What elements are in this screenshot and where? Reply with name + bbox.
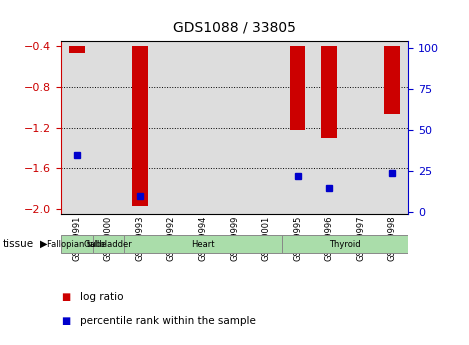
- Text: ▶: ▶: [40, 239, 47, 249]
- Text: percentile rank within the sample: percentile rank within the sample: [80, 316, 256, 326]
- Text: GDS1088 / 33805: GDS1088 / 33805: [173, 21, 296, 34]
- Bar: [219, 41, 250, 214]
- Text: ■: ■: [61, 316, 70, 326]
- Text: tissue: tissue: [2, 239, 33, 249]
- Bar: [250, 41, 282, 214]
- Text: ■: ■: [61, 292, 70, 302]
- Text: Thyroid: Thyroid: [329, 239, 361, 249]
- FancyBboxPatch shape: [282, 235, 408, 253]
- Text: Heart: Heart: [191, 239, 215, 249]
- Bar: [187, 41, 219, 214]
- Bar: [124, 41, 156, 214]
- FancyBboxPatch shape: [92, 235, 124, 253]
- Bar: [290, 47, 305, 130]
- Bar: [313, 41, 345, 214]
- Bar: [321, 47, 337, 138]
- Bar: [377, 41, 408, 214]
- Text: Fallopian tube: Fallopian tube: [47, 239, 106, 249]
- Text: log ratio: log ratio: [80, 292, 123, 302]
- Text: Gallbladder: Gallbladder: [84, 239, 133, 249]
- Bar: [345, 41, 377, 214]
- Bar: [69, 47, 84, 52]
- Bar: [282, 41, 313, 214]
- FancyBboxPatch shape: [61, 235, 92, 253]
- Bar: [156, 41, 187, 214]
- Bar: [92, 41, 124, 214]
- FancyBboxPatch shape: [124, 235, 282, 253]
- Bar: [385, 47, 400, 115]
- Bar: [132, 47, 148, 206]
- Bar: [61, 41, 92, 214]
